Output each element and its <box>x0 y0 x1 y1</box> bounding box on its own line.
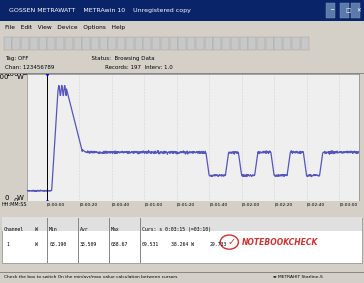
Bar <box>47 218 48 263</box>
Bar <box>222 37 230 50</box>
Text: |0:01:40: |0:01:40 <box>209 203 228 207</box>
Text: W: W <box>17 74 24 80</box>
Text: HH:MM:SS: HH:MM:SS <box>2 202 27 207</box>
Bar <box>161 37 169 50</box>
Text: Chan: 123456789                             Records: 197  Interv: 1.0: Chan: 123456789 Records: 197 Interv: 1.0 <box>5 65 173 70</box>
Bar <box>248 37 256 50</box>
Bar <box>340 3 349 18</box>
Text: |0:02:40: |0:02:40 <box>306 203 325 207</box>
Bar <box>0 201 364 216</box>
Bar <box>0 73 364 74</box>
Bar <box>274 37 282 50</box>
Bar <box>187 37 195 50</box>
Text: |0:03:00: |0:03:00 <box>339 203 357 207</box>
Text: GOSSEN METRAWATT    METRAwin 10    Unregistered copy: GOSSEN METRAWATT METRAwin 10 Unregistere… <box>9 8 191 13</box>
Bar <box>205 37 213 50</box>
Bar <box>266 37 274 50</box>
Text: NOTEBOOKCHECK: NOTEBOOKCHECK <box>242 238 318 246</box>
Bar <box>82 37 90 50</box>
Text: 38.509: 38.509 <box>80 242 97 247</box>
Text: W: W <box>35 227 37 231</box>
Text: □: □ <box>345 8 350 13</box>
Text: |0:00:20: |0:00:20 <box>79 203 98 207</box>
Text: Channel: Channel <box>4 227 24 231</box>
Bar <box>140 218 141 263</box>
Bar <box>2 218 362 263</box>
Bar <box>126 37 134 50</box>
Text: 0: 0 <box>5 195 9 201</box>
Bar <box>178 37 186 50</box>
Bar <box>143 37 151 50</box>
Bar <box>0 0 364 21</box>
Bar <box>135 37 143 50</box>
Bar <box>240 37 248 50</box>
Bar <box>65 37 73 50</box>
Text: File   Edit   View   Device   Options   Help: File Edit View Device Options Help <box>5 25 126 30</box>
Text: 09.531: 09.531 <box>142 242 159 247</box>
Bar <box>4 37 12 50</box>
Text: W: W <box>35 242 37 247</box>
Text: 08.190: 08.190 <box>49 242 66 247</box>
Text: 29.733: 29.733 <box>209 242 226 247</box>
Text: 088.67: 088.67 <box>111 242 128 247</box>
Text: 100: 100 <box>0 74 9 80</box>
Text: Min: Min <box>49 227 58 231</box>
Text: Avr: Avr <box>80 227 89 231</box>
Bar <box>196 37 204 50</box>
Bar <box>326 3 335 18</box>
Text: |0:00:40: |0:00:40 <box>112 203 130 207</box>
Text: |0:02:20: |0:02:20 <box>274 203 292 207</box>
Text: Curs: s 0:03:15 (=03:10): Curs: s 0:03:15 (=03:10) <box>142 227 211 231</box>
Bar <box>100 37 108 50</box>
Bar <box>292 37 300 50</box>
Bar <box>0 52 364 74</box>
Bar <box>39 37 47 50</box>
Bar <box>56 37 64 50</box>
Bar <box>74 37 82 50</box>
Bar <box>170 37 178 50</box>
Text: ─: ─ <box>331 8 334 13</box>
Bar <box>152 37 160 50</box>
Bar <box>257 37 265 50</box>
Bar <box>0 272 364 273</box>
Bar <box>213 37 221 50</box>
Bar <box>231 37 239 50</box>
Text: |0:00:00: |0:00:00 <box>47 203 65 207</box>
Bar <box>21 37 29 50</box>
Text: Max: Max <box>111 227 120 231</box>
Text: Tag: OFF                                    Status:  Browsing Data: Tag: OFF Status: Browsing Data <box>5 56 155 61</box>
Bar <box>30 37 38 50</box>
Text: ✓: ✓ <box>227 237 235 247</box>
Bar <box>0 272 364 283</box>
Bar <box>2 217 362 231</box>
Bar <box>47 37 55 50</box>
Text: 1: 1 <box>7 242 9 247</box>
Bar <box>117 37 125 50</box>
Bar <box>0 21 364 34</box>
Bar <box>108 37 116 50</box>
Bar <box>0 34 364 52</box>
Text: ✕: ✕ <box>356 8 361 13</box>
Bar <box>301 37 309 50</box>
Bar <box>12 37 20 50</box>
Text: Check the box to switch On the min/avr/max value calculation between cursors: Check the box to switch On the min/avr/m… <box>4 275 177 279</box>
Text: 38.264 W: 38.264 W <box>171 242 194 247</box>
Text: ≡ METRAHIT Starline-S: ≡ METRAHIT Starline-S <box>273 275 323 279</box>
Text: |0:01:00: |0:01:00 <box>144 203 162 207</box>
Bar <box>78 218 79 263</box>
Bar <box>0 216 364 265</box>
Text: |0:01:20: |0:01:20 <box>177 203 195 207</box>
Bar <box>351 3 360 18</box>
Bar <box>283 37 291 50</box>
Text: |0:02:00: |0:02:00 <box>242 203 260 207</box>
Bar <box>109 218 110 263</box>
Text: W: W <box>17 195 24 201</box>
Bar <box>91 37 99 50</box>
